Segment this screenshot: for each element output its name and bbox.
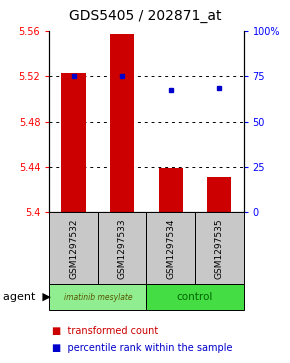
Text: ■  transformed count: ■ transformed count (52, 326, 158, 336)
Bar (146, 284, 244, 310)
Text: agent  ▶: agent ▶ (3, 292, 51, 302)
Bar (49, 284, 146, 310)
Bar (146, 212, 195, 285)
Bar (110, 34, 134, 212)
Bar (61, 73, 86, 212)
Bar (159, 168, 183, 212)
Bar (98, 212, 146, 285)
Bar (49, 212, 98, 285)
Text: GSM1297533: GSM1297533 (118, 218, 127, 279)
Text: imatinib mesylate: imatinib mesylate (64, 293, 132, 302)
Text: GDS5405 / 202871_at: GDS5405 / 202871_at (69, 9, 221, 23)
Bar (195, 212, 244, 285)
Text: GSM1297532: GSM1297532 (69, 219, 78, 279)
Text: GSM1297535: GSM1297535 (215, 218, 224, 279)
Bar (207, 177, 231, 212)
Text: GSM1297534: GSM1297534 (166, 219, 175, 279)
Text: ■  percentile rank within the sample: ■ percentile rank within the sample (52, 343, 233, 354)
Text: control: control (177, 292, 213, 302)
